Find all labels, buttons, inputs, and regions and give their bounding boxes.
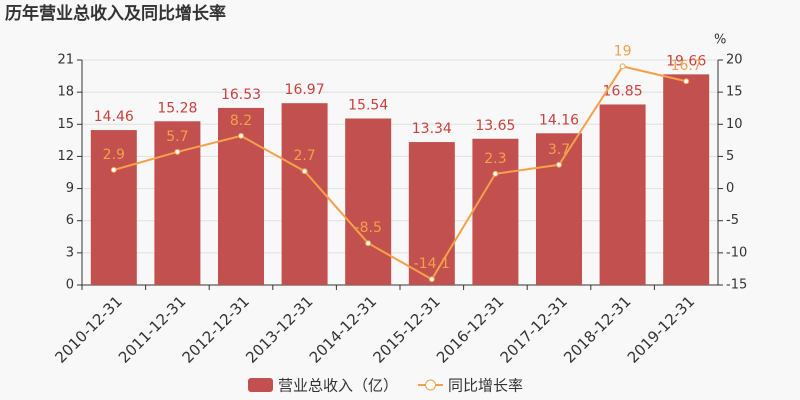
y2-tick-label: 0	[726, 181, 734, 196]
line-point	[110, 166, 117, 173]
line-point	[428, 276, 435, 283]
y2-tick-label: 15	[726, 85, 743, 100]
chart-title: 历年营业总收入及同比增长率	[5, 3, 226, 24]
line-value-label: 16.7	[671, 58, 702, 74]
x-tick-label: 2017-12-31	[497, 292, 571, 366]
y-tick-label: 18	[57, 85, 74, 100]
y-tick-label: 6	[66, 213, 74, 228]
bar	[281, 103, 328, 285]
line-value-label: 2.7	[293, 148, 315, 164]
line-value-label: 2.3	[484, 151, 506, 167]
line-value-label: -8.5	[355, 220, 382, 236]
y-tick-label: 15	[57, 117, 74, 132]
bar	[90, 130, 137, 285]
line-value-label: 5.7	[166, 129, 188, 145]
y2-tick-label: -10	[726, 245, 747, 260]
line-point	[365, 240, 372, 247]
line-value-label: -14.1	[414, 256, 450, 272]
line-point	[492, 170, 499, 177]
line-value-label: 2.9	[103, 147, 125, 163]
bar-value-label: 15.28	[157, 100, 197, 116]
legend-label: 营业总收入（亿）	[278, 377, 398, 395]
x-tick-label: 2016-12-31	[433, 292, 507, 366]
legend-swatch	[425, 379, 437, 391]
y2-tick-label: 10	[726, 117, 743, 132]
bar	[345, 118, 392, 285]
x-tick-label: 2011-12-31	[115, 292, 189, 366]
bar-value-label: 16.53	[221, 87, 261, 103]
bar-value-label: 14.16	[539, 112, 579, 128]
bar-value-label: 13.34	[412, 121, 452, 137]
bar-value-label: 13.65	[475, 118, 515, 134]
bar	[154, 121, 201, 286]
bar	[472, 138, 519, 285]
line-point	[301, 168, 308, 175]
y-tick-label: 3	[66, 245, 74, 260]
line-point	[556, 161, 562, 168]
y-tick-label: 0	[66, 278, 74, 293]
y-tick-label: 9	[66, 181, 74, 196]
bar-value-label: 19.66	[666, 53, 706, 69]
bar-value-label: 14.46	[94, 109, 134, 125]
line-value-label: 3.7	[548, 142, 570, 158]
y-tick-label: 12	[57, 149, 74, 164]
y-tick-label: 21	[57, 53, 74, 68]
legend-label: 同比增长率	[448, 377, 523, 395]
line-point	[174, 148, 181, 155]
bar	[536, 133, 582, 285]
x-tick-label: 2018-12-31	[560, 292, 634, 366]
bar-value-label: 16.85	[603, 83, 643, 99]
x-tick-label: 2010-12-31	[51, 292, 125, 366]
x-tick-label: 2012-12-31	[179, 292, 253, 366]
bar	[408, 142, 455, 285]
x-tick-label: 2019-12-31	[624, 292, 698, 366]
bar	[599, 104, 646, 285]
bar-value-label: 16.97	[285, 82, 325, 98]
bar-value-label: 15.54	[348, 98, 388, 114]
legend-swatch	[248, 378, 273, 392]
y2-tick-label: 5	[726, 149, 734, 164]
line-point	[238, 132, 244, 139]
x-tick-label: 2015-12-31	[369, 292, 443, 366]
x-tick-label: 2014-12-31	[306, 292, 380, 366]
y2-tick-label: -15	[726, 278, 747, 293]
line-value-label: 19	[614, 43, 632, 59]
line-value-label: 8.2	[230, 113, 252, 129]
line-point	[683, 78, 690, 85]
bar	[663, 74, 710, 285]
line	[113, 65, 687, 281]
x-tick-label: 2013-12-31	[242, 292, 316, 366]
y2-tick-label: -5	[726, 213, 739, 228]
line-point	[619, 63, 626, 70]
y2-tick-label: 20	[726, 53, 743, 68]
y2-axis-label: %	[714, 33, 726, 48]
